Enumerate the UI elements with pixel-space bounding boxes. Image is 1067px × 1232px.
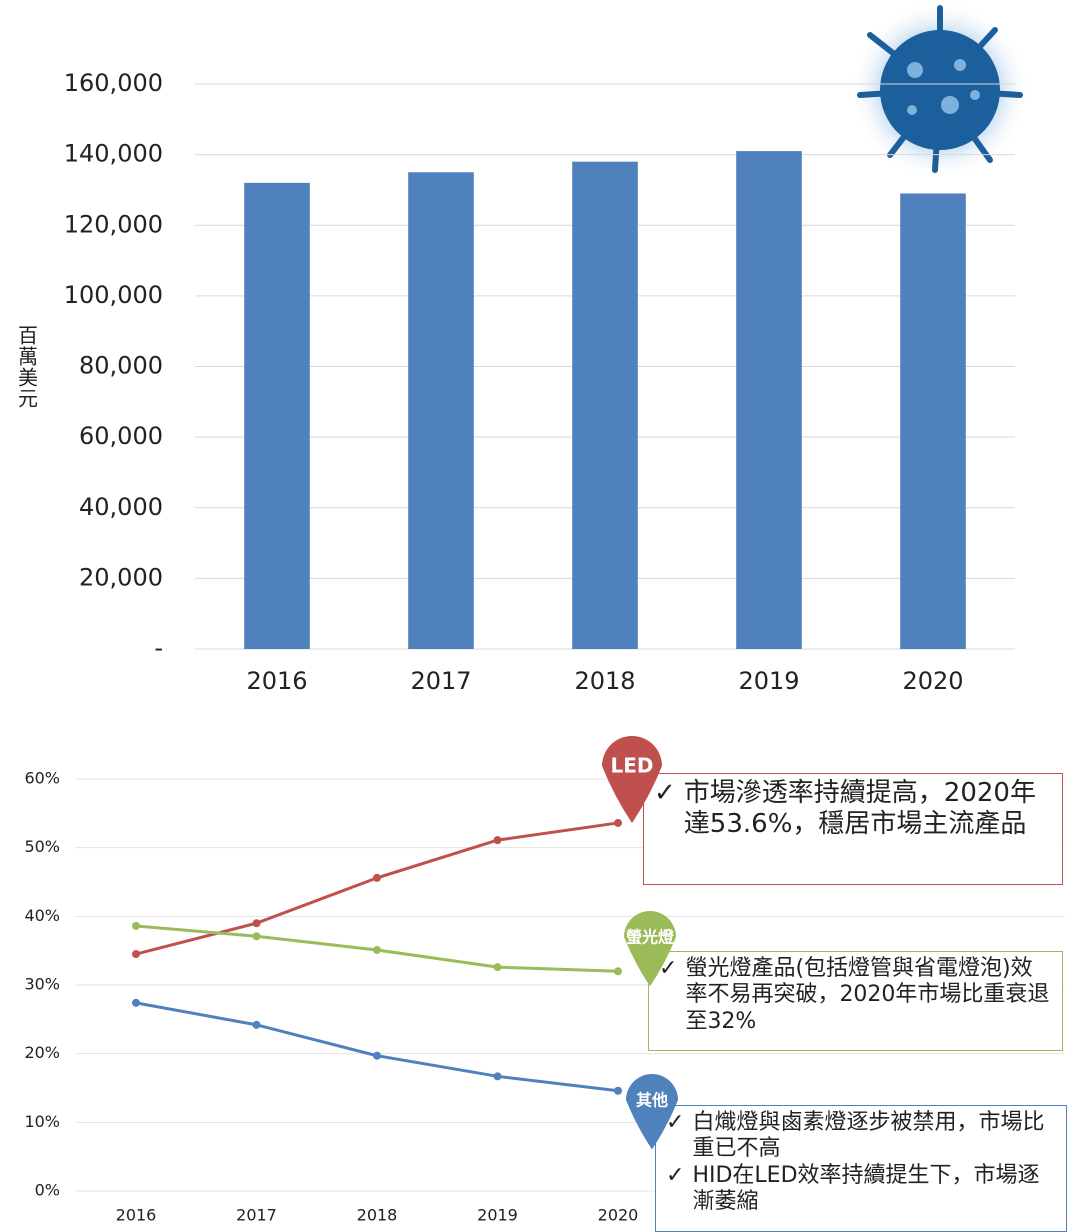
point — [614, 967, 622, 975]
point — [614, 1087, 622, 1095]
point — [494, 1072, 502, 1080]
virus-icon — [850, 0, 1030, 180]
x-tick-label: 2017 — [410, 667, 471, 695]
callout-text: 螢光燈產品(包括燈管與省電燈泡)效率不易再突破，2020年市場比重衰退至32% — [685, 956, 1052, 1035]
point — [253, 932, 261, 940]
y-tick-label: 10% — [24, 1112, 60, 1131]
callout-item: ✓螢光燈產品(包括燈管與省電燈泡)效率不易再突破，2020年市場比重衰退至32% — [659, 956, 1052, 1035]
y-tick-label: 160,000 — [64, 69, 163, 97]
bar — [408, 172, 474, 649]
x-tick-label: 2016 — [246, 667, 307, 695]
point — [132, 950, 140, 958]
y-tick-label: 140,000 — [64, 140, 163, 168]
callout: ✓市場滲透率持續提高，2020年達53.6%，穩居市場主流產品 — [643, 773, 1063, 885]
x-tick-label: 2020 — [902, 667, 963, 695]
line — [136, 1003, 618, 1091]
y-tick-label: 120,000 — [64, 210, 163, 238]
y-tick-label: 80,000 — [79, 352, 163, 380]
x-tick-label: 2017 — [236, 1206, 277, 1225]
y-tick-label: 60,000 — [79, 422, 163, 450]
callout-item: ✓HID在LED效率持續提生下，市場逐漸萎縮 — [666, 1163, 1056, 1216]
point — [373, 946, 381, 954]
x-tick-label: 2016 — [116, 1206, 157, 1225]
point — [494, 963, 502, 971]
x-tick-label: 2019 — [477, 1206, 518, 1225]
point — [373, 874, 381, 882]
point — [614, 819, 622, 827]
y-tick-label: 40% — [24, 906, 60, 925]
point — [132, 922, 140, 930]
callout: ✓螢光燈產品(包括燈管與省電燈泡)效率不易再突破，2020年市場比重衰退至32% — [648, 951, 1063, 1051]
callout-item: ✓市場滲透率持續提高，2020年達53.6%，穩居市場主流產品 — [654, 778, 1052, 840]
page: - 20,000 40,000 60,000 80,000 100,000 120,000 1… — [0, 0, 1067, 1232]
bar — [244, 183, 310, 649]
y-tick-label: 50% — [24, 837, 60, 856]
x-tick-label: 2018 — [357, 1206, 398, 1225]
callout-text: HID在LED效率持續提生下，市場逐漸萎縮 — [692, 1163, 1056, 1216]
y-axis-label: 百萬美元 — [15, 325, 39, 409]
y-tick-label: 20% — [24, 1043, 60, 1062]
point — [132, 999, 140, 1007]
y-tick-label: 100,000 — [64, 281, 163, 309]
y-tick-label: 0% — [35, 1181, 60, 1200]
point — [253, 1021, 261, 1029]
line — [136, 823, 618, 954]
bullet: ✓ — [659, 956, 677, 1035]
bullet: ✓ — [666, 1110, 684, 1163]
y-tick-label: 20,000 — [79, 563, 163, 591]
callout-text: 白熾燈與鹵素燈逐步被禁用，市場比重已不高 — [692, 1110, 1056, 1163]
bar — [900, 193, 966, 649]
point — [494, 836, 502, 844]
x-tick-label: 2018 — [574, 667, 635, 695]
y-tick-label: - — [154, 634, 163, 662]
y-tick-label: 30% — [24, 975, 60, 994]
x-tick-label: 2020 — [598, 1206, 639, 1225]
point — [373, 1052, 381, 1060]
callout-item: ✓白熾燈與鹵素燈逐步被禁用，市場比重已不高 — [666, 1110, 1056, 1163]
bar — [572, 162, 638, 649]
point — [253, 919, 261, 927]
bullet: ✓ — [654, 778, 676, 840]
callout: ✓白熾燈與鹵素燈逐步被禁用，市場比重已不高✓HID在LED效率持續提生下，市場逐… — [655, 1105, 1067, 1232]
bullet: ✓ — [666, 1163, 684, 1216]
y-tick-label: 40,000 — [79, 493, 163, 521]
x-tick-label: 2019 — [738, 667, 799, 695]
y-tick-label: 60% — [24, 769, 60, 788]
bar — [736, 151, 802, 649]
callout-text: 市場滲透率持續提高，2020年達53.6%，穩居市場主流產品 — [684, 778, 1052, 840]
